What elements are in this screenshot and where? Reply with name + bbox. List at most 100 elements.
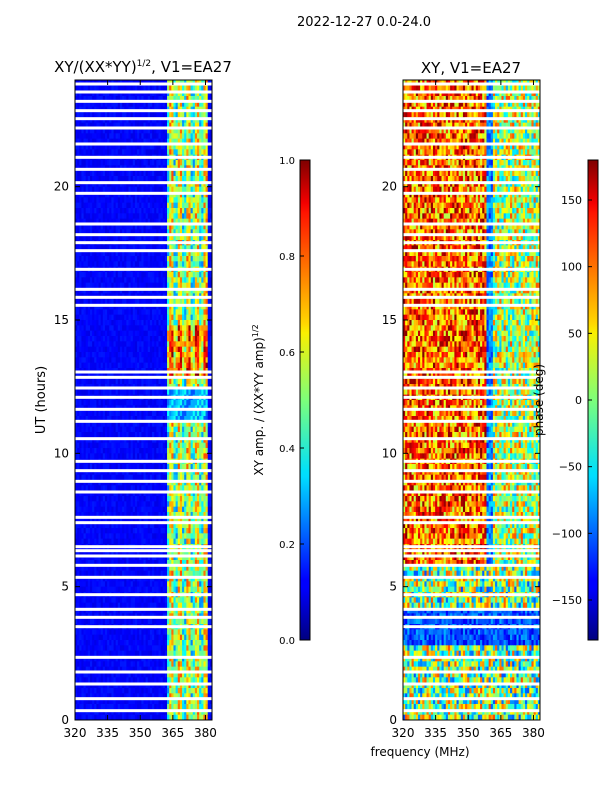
amplitude-cell <box>81 96 84 102</box>
amplitude-cell <box>171 362 174 369</box>
amplitude-cell <box>141 464 144 470</box>
amplitude-cell <box>186 160 189 166</box>
amplitude-cell <box>201 357 204 364</box>
amplitude-cell <box>179 112 183 118</box>
amplitude-cell <box>190 341 194 348</box>
amplitude-cell <box>143 320 147 326</box>
amplitude-cell <box>147 421 151 428</box>
amplitude-cell <box>109 485 112 492</box>
amplitude-cell <box>130 186 134 193</box>
amplitude-cell <box>137 437 140 444</box>
amplitude-cell <box>149 400 153 406</box>
amplitude-cell <box>92 245 95 252</box>
amplitude-cell <box>203 421 206 428</box>
amplitude-cell <box>184 480 187 486</box>
amplitude-cell <box>152 96 155 102</box>
amplitude-cell <box>126 96 129 102</box>
amplitude-cell <box>117 250 121 257</box>
amplitude-cell <box>158 128 162 134</box>
amplitude-cell <box>107 272 110 278</box>
amplitude-cell <box>158 117 162 124</box>
amplitude-cell <box>209 90 213 97</box>
amplitude-cell <box>207 112 211 118</box>
amplitude-cell <box>158 464 162 470</box>
amplitude-cell <box>205 416 209 422</box>
amplitude-cell <box>162 469 166 476</box>
amplitude-cell <box>156 389 159 396</box>
amplitude-cell <box>182 304 185 310</box>
amplitude-cell <box>177 437 181 444</box>
amplitude-cell <box>177 96 181 102</box>
amplitude-cell <box>134 298 138 305</box>
amplitude-cell <box>173 490 177 497</box>
amplitude-cell <box>141 480 144 486</box>
amplitude-cell <box>167 272 170 278</box>
amplitude-cell <box>132 250 136 257</box>
amplitude-cell <box>169 469 172 476</box>
amplitude-cell <box>75 341 78 348</box>
amplitude-cell <box>122 464 125 470</box>
amplitude-cell <box>77 192 80 198</box>
amplitude-cell <box>124 304 127 310</box>
amplitude-cell <box>113 85 117 92</box>
amplitude-cell <box>192 309 196 316</box>
amplitude-cell <box>143 144 147 150</box>
amplitude-cell <box>143 490 147 497</box>
amplitude-cell <box>201 282 204 289</box>
amplitude-cell <box>92 282 95 289</box>
amplitude-cell <box>81 352 84 358</box>
amplitude-cell <box>186 389 189 396</box>
amplitude-cell <box>179 389 183 396</box>
amplitude-cell <box>130 453 134 460</box>
amplitude-cell <box>192 410 196 417</box>
amplitude-cell <box>81 170 84 177</box>
amplitude-cell <box>201 432 204 438</box>
amplitude-cell <box>124 261 127 268</box>
amplitude-cell <box>145 144 149 150</box>
amplitude-cell <box>141 352 144 358</box>
amplitude-cell <box>203 432 206 438</box>
amplitude-cell <box>117 144 121 150</box>
amplitude-cell <box>115 357 119 364</box>
amplitude-cell <box>100 410 104 417</box>
amplitude-cell <box>192 442 196 449</box>
amplitude-cell <box>102 330 106 337</box>
amplitude-cell <box>182 176 185 182</box>
amplitude-cell <box>143 469 147 476</box>
amplitude-cell <box>107 298 110 305</box>
amplitude-cell <box>188 314 191 321</box>
amplitude-cell <box>126 261 129 268</box>
amplitude-cell <box>162 117 166 124</box>
amplitude-cell <box>149 144 153 150</box>
amplitude-cell <box>154 181 157 188</box>
amplitude-cell <box>115 202 119 209</box>
amplitude-cell <box>199 341 202 348</box>
amplitude-cell <box>89 453 93 460</box>
amplitude-cell <box>100 213 104 220</box>
amplitude-cell <box>94 245 97 252</box>
amplitude-cell <box>162 261 166 268</box>
amplitude-cell <box>194 160 198 166</box>
amplitude-cell <box>147 213 151 220</box>
amplitude-cell <box>89 448 93 454</box>
amplitude-cell <box>96 421 99 428</box>
amplitude-cell <box>175 320 179 326</box>
amplitude-cell <box>147 490 151 497</box>
amplitude-cell <box>102 138 106 145</box>
amplitude-cell <box>77 144 80 150</box>
amplitude-cell <box>164 117 168 124</box>
amplitude-cell <box>130 464 134 470</box>
amplitude-cell <box>147 202 151 209</box>
amplitude-cell <box>184 437 187 444</box>
amplitude-cell <box>117 234 121 241</box>
amplitude-cell <box>186 464 189 470</box>
amplitude-cell <box>83 202 87 209</box>
amplitude-cell <box>175 245 179 252</box>
amplitude-cell <box>102 117 106 124</box>
amplitude-cell <box>122 170 125 177</box>
amplitude-cell <box>113 336 117 342</box>
amplitude-cell <box>83 208 87 214</box>
amplitude-cell <box>201 218 204 225</box>
amplitude-cell <box>113 112 117 118</box>
amplitude-cell <box>107 304 110 310</box>
